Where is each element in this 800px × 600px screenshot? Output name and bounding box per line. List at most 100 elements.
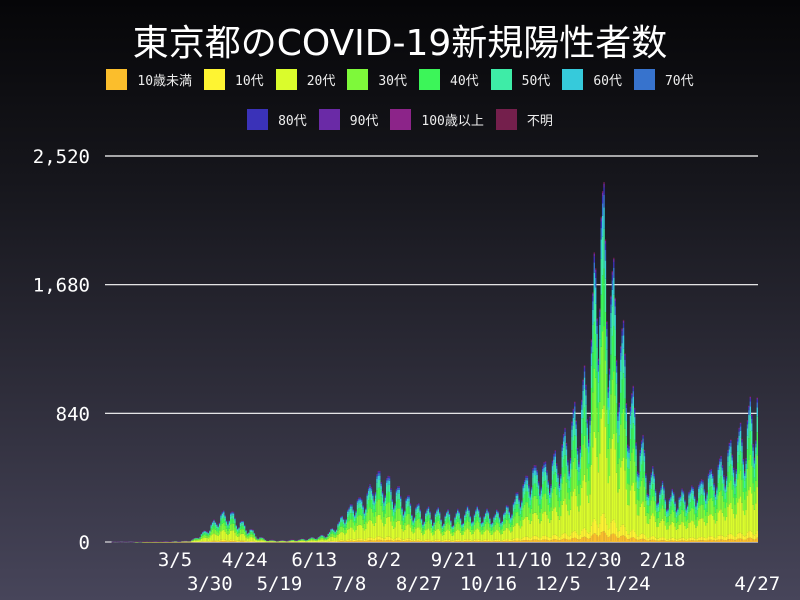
- bar-segment: [510, 518, 512, 520]
- bar-segment: [404, 510, 406, 511]
- bar-segment: [575, 436, 577, 450]
- bar-segment: [606, 373, 608, 410]
- bar-segment: [487, 513, 490, 516]
- bar-segment: [448, 524, 451, 531]
- bar-segment: [429, 511, 431, 512]
- bar-segment: [604, 243, 607, 251]
- bar-segment: [672, 511, 675, 523]
- bar-segment: [370, 487, 373, 489]
- bar-segment: [498, 526, 501, 533]
- bar-segment: [523, 484, 526, 488]
- bar-segment: [440, 540, 442, 542]
- legend-item: 80代: [247, 109, 307, 130]
- bar-segment: [535, 495, 537, 513]
- bar-segment: [366, 512, 368, 524]
- bar-segment: [399, 506, 402, 515]
- bar-segment: [572, 461, 575, 492]
- bar-segment: [220, 514, 222, 516]
- bar-segment: [564, 442, 566, 456]
- bar-segment: [447, 513, 449, 517]
- bar-segment: [200, 534, 203, 535]
- bar-segment: [260, 540, 263, 542]
- bar-segment: [558, 485, 561, 488]
- bar-segment: [228, 522, 231, 526]
- bar-segment: [592, 392, 594, 448]
- bar-segment: [490, 530, 492, 535]
- bar-segment: [418, 527, 420, 539]
- bar-segment: [572, 425, 575, 441]
- bar-segment: [639, 486, 641, 507]
- bar-segment: [369, 507, 371, 520]
- bar-segment: [508, 530, 511, 540]
- bar-segment: [347, 511, 349, 514]
- bar-segment: [646, 494, 648, 497]
- bar-segment: [242, 529, 244, 534]
- bar-segment: [423, 521, 426, 523]
- bar-segment: [448, 513, 451, 514]
- bar-segment: [540, 490, 543, 494]
- bar-segment: [624, 355, 626, 360]
- bar-segment: [540, 493, 543, 500]
- bar-segment: [539, 495, 541, 499]
- bar-segment: [312, 538, 314, 540]
- bar-segment: [610, 448, 612, 523]
- bar-segment: [351, 506, 353, 509]
- bar-segment: [351, 504, 353, 506]
- bar-segment: [507, 528, 509, 540]
- bar-segment: [436, 529, 438, 540]
- bar-segment: [558, 537, 561, 541]
- bar-segment: [347, 513, 349, 518]
- bar-segment: [387, 491, 389, 503]
- bar-segment: [250, 529, 253, 531]
- bar-segment: [206, 541, 208, 542]
- bar-segment: [518, 540, 520, 542]
- bar-segment: [603, 326, 605, 406]
- bar-segment: [211, 540, 214, 542]
- bar-segment: [549, 540, 551, 542]
- bar-segment: [415, 511, 417, 516]
- bar-segment: [583, 366, 586, 368]
- bar-segment: [522, 488, 524, 492]
- bar-segment: [426, 508, 428, 510]
- bar-segment: [235, 540, 237, 542]
- bar-segment: [430, 541, 433, 542]
- bar-segment: [588, 440, 590, 443]
- bar-segment: [462, 525, 465, 528]
- bar-segment: [359, 507, 361, 515]
- bar-segment: [615, 360, 618, 363]
- bar-segment: [225, 525, 228, 529]
- bar-segment: [610, 354, 612, 395]
- bar-segment: [625, 403, 628, 406]
- bar-segment: [391, 500, 394, 502]
- bar-segment: [253, 538, 256, 542]
- bar-segment: [411, 539, 413, 542]
- bar-segment: [650, 477, 653, 482]
- bar-segment: [221, 513, 224, 516]
- bar-segment: [549, 511, 551, 523]
- bar-segment: [594, 303, 597, 334]
- bar-segment: [650, 473, 653, 475]
- bar-segment: [553, 534, 555, 540]
- bar-segment: [586, 495, 589, 533]
- bar-segment: [684, 502, 686, 505]
- bar-segment: [585, 447, 587, 483]
- bar-segment: [581, 433, 583, 457]
- bar-segment: [582, 528, 584, 538]
- bar-segment: [569, 477, 572, 492]
- bar-segment: [432, 528, 434, 532]
- bar-segment: [600, 515, 602, 533]
- bar-segment: [638, 477, 640, 482]
- bar-segment: [351, 540, 353, 542]
- bar-segment: [628, 484, 630, 506]
- bar-segment: [498, 532, 501, 540]
- bar-segment: [395, 510, 398, 522]
- bar-segment: [593, 321, 595, 369]
- bar-segment: [413, 518, 416, 520]
- legend-label: 不明: [526, 114, 553, 129]
- bar-segment: [490, 523, 492, 525]
- bar-segment: [452, 528, 455, 532]
- bar-segment: [571, 436, 573, 451]
- bar-segment: [455, 541, 458, 542]
- bar-segment: [211, 526, 214, 530]
- bar-segment: [461, 534, 463, 541]
